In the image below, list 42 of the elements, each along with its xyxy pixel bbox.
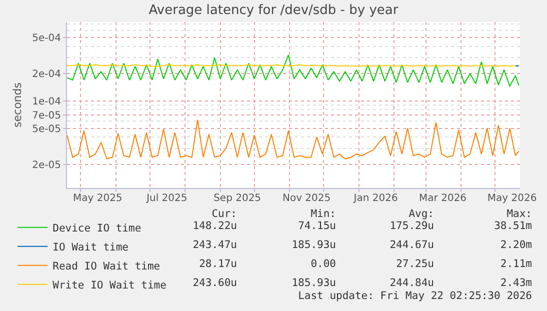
x-tick-label: May 2025 [72, 193, 122, 204]
chart-title: Average latency for /dev/sdb - by year [148, 2, 399, 18]
y-tick-label: 2e-04 [32, 69, 61, 80]
x-tick-label: Sep 2025 [214, 193, 262, 204]
legend-label: Read IO Wait time [52, 260, 160, 272]
text: 175.29u [390, 220, 434, 232]
y-tick-label: 7e-05 [32, 110, 61, 122]
x-tick-label: May 2026 [487, 193, 537, 204]
y-tick-label: 2e-05 [32, 160, 61, 171]
x-tick-label: Nov 2025 [282, 193, 331, 204]
text: Max: [506, 208, 532, 220]
text: 243.60u [192, 277, 237, 290]
text: 185.93u [292, 277, 336, 290]
text: 2.11m [500, 258, 532, 270]
text: 28.17u [199, 258, 237, 270]
x-tick-label: Jul 2025 [146, 193, 188, 204]
text: Avg: [408, 208, 434, 220]
line-series [67, 119, 520, 160]
text: 185.93u [292, 239, 336, 252]
text: Last update: Fri May 22 02:25:30 2026 [298, 290, 532, 302]
text: 244.67u [390, 239, 434, 252]
y-tick-label: 5e-05 [32, 124, 61, 135]
x-tick-label: Jan 2026 [352, 193, 398, 204]
text: 74.15u [298, 220, 336, 232]
text: 244.84u [390, 277, 434, 290]
text: 2.20m [500, 239, 532, 252]
legend-label: IO Wait time [52, 241, 128, 254]
text: 38.51m [494, 220, 532, 232]
y-tick-label: 5e-04 [32, 32, 61, 44]
text: Min: [310, 208, 336, 220]
text: Cur: [212, 208, 237, 220]
x-tick-label: Mar 2026 [419, 193, 467, 204]
y-tick-label: 1e-04 [32, 96, 61, 108]
legend-label: Write IO Wait time [52, 279, 166, 292]
text: 27.25u [396, 258, 434, 270]
text: 243.47u [192, 239, 237, 252]
text: 148.22u [192, 220, 237, 232]
legend-label: Device IO time [52, 222, 142, 234]
text: 2.43m [500, 277, 532, 290]
y-axis-title: seconds [10, 82, 24, 128]
text: 0.00 [310, 258, 336, 270]
line-series [67, 54, 520, 87]
